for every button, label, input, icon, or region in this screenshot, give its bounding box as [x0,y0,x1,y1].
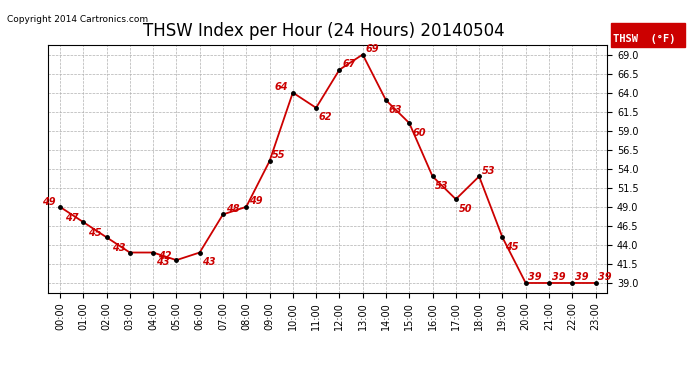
Text: 50: 50 [459,204,472,214]
Text: 39: 39 [598,272,612,282]
Text: 43: 43 [156,257,169,267]
Text: Copyright 2014 Cartronics.com: Copyright 2014 Cartronics.com [7,15,148,24]
Text: 62: 62 [319,112,333,122]
Text: THSW Index per Hour (24 Hours) 20140504: THSW Index per Hour (24 Hours) 20140504 [144,22,505,40]
Text: 48: 48 [226,204,239,214]
Text: 45: 45 [88,228,102,238]
Text: 69: 69 [366,44,379,54]
Text: 43: 43 [202,257,216,267]
Text: 49: 49 [42,198,55,207]
Text: 43: 43 [112,243,126,253]
Text: 63: 63 [388,105,402,115]
Text: 47: 47 [65,213,79,223]
Text: 42: 42 [158,251,172,261]
Text: 39: 39 [529,272,542,282]
Text: 67: 67 [342,59,355,69]
Text: 39: 39 [575,272,589,282]
Text: 39: 39 [552,272,565,282]
Text: 45: 45 [505,242,519,252]
Text: 49: 49 [249,196,262,206]
Text: THSW  (°F): THSW (°F) [613,34,676,44]
Text: 53: 53 [435,181,448,191]
Text: 53: 53 [482,166,495,176]
Text: 60: 60 [412,128,426,138]
Text: 64: 64 [275,82,288,92]
Text: 55: 55 [273,150,286,160]
